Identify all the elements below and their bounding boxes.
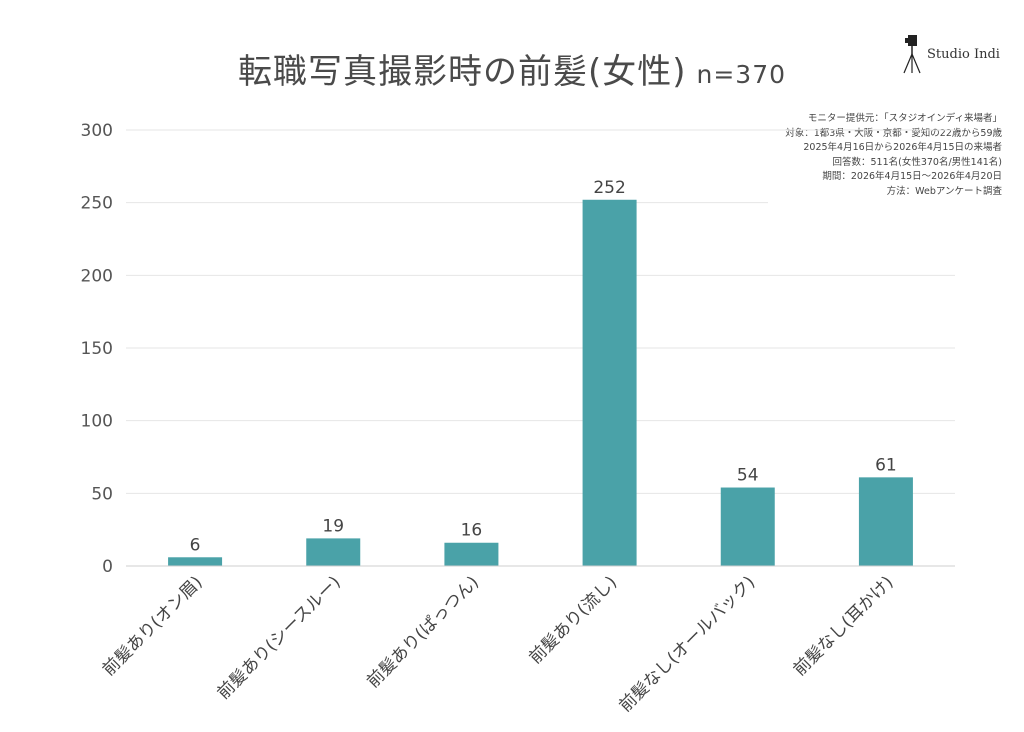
- data-label: 54: [737, 466, 759, 486]
- survey-note-line: 2025年4月16日から2026年4月15日の来場者: [803, 142, 1002, 154]
- bar: [168, 557, 223, 566]
- data-label: 61: [875, 455, 897, 475]
- bar: [444, 542, 499, 566]
- survey-note-line: モニター提供元：「スタジオインディ来場者」: [807, 113, 1002, 124]
- x-tick-label: 前髪なし(耳かけ): [790, 572, 898, 680]
- x-tick-label: 前髪なし(オールバック): [616, 572, 760, 716]
- y-tick-label: 150: [81, 339, 113, 359]
- data-label: 19: [322, 516, 344, 536]
- chart-title-text: 転職写真撮影時の前髪(女性): [237, 52, 687, 92]
- bar: [720, 487, 775, 566]
- sample-size-label: n=370: [696, 60, 787, 89]
- y-tick-label: 0: [102, 557, 113, 577]
- survey-note-line: 方法：Webアンケート調査: [886, 185, 1002, 197]
- x-tick-label: 前髪あり(オン眉): [99, 572, 207, 680]
- data-label: 252: [593, 178, 625, 198]
- survey-note-line: 対象：1都3県・大阪・京都・愛知の22歳から59歳: [785, 127, 1002, 139]
- survey-notes: モニター提供元：「スタジオインディ来場者」 対象：1都3県・大阪・京都・愛知の2…: [785, 112, 1002, 200]
- y-tick-label: 250: [81, 194, 113, 214]
- y-tick-label: 300: [81, 121, 113, 141]
- bar: [858, 477, 913, 566]
- data-label: 6: [190, 535, 201, 555]
- bar: [582, 199, 637, 566]
- x-tick-label: 前髪あり(流し): [525, 572, 621, 668]
- camera-tripod-icon: [903, 35, 921, 74]
- y-tick-label: 100: [81, 412, 113, 432]
- chart-title: 転職写真撮影時の前髪(女性) n=370: [0, 44, 1024, 93]
- survey-note-line: 回答数：511名(女性370名/男性141名): [832, 156, 1002, 168]
- x-tick-label: 前髪あり(シースルー): [214, 572, 345, 703]
- bar: [306, 538, 361, 566]
- brand-name: Studio Indi: [927, 46, 1000, 62]
- x-tick-label: 前髪あり(ぱっつん): [363, 572, 483, 692]
- y-tick-label: 50: [91, 484, 113, 504]
- y-tick-label: 200: [81, 266, 113, 286]
- brand-logo: Studio Indi: [902, 34, 1000, 74]
- survey-note-line: 期間：2026年4月15日〜2026年4月20日: [822, 171, 1002, 183]
- data-label: 16: [461, 521, 483, 541]
